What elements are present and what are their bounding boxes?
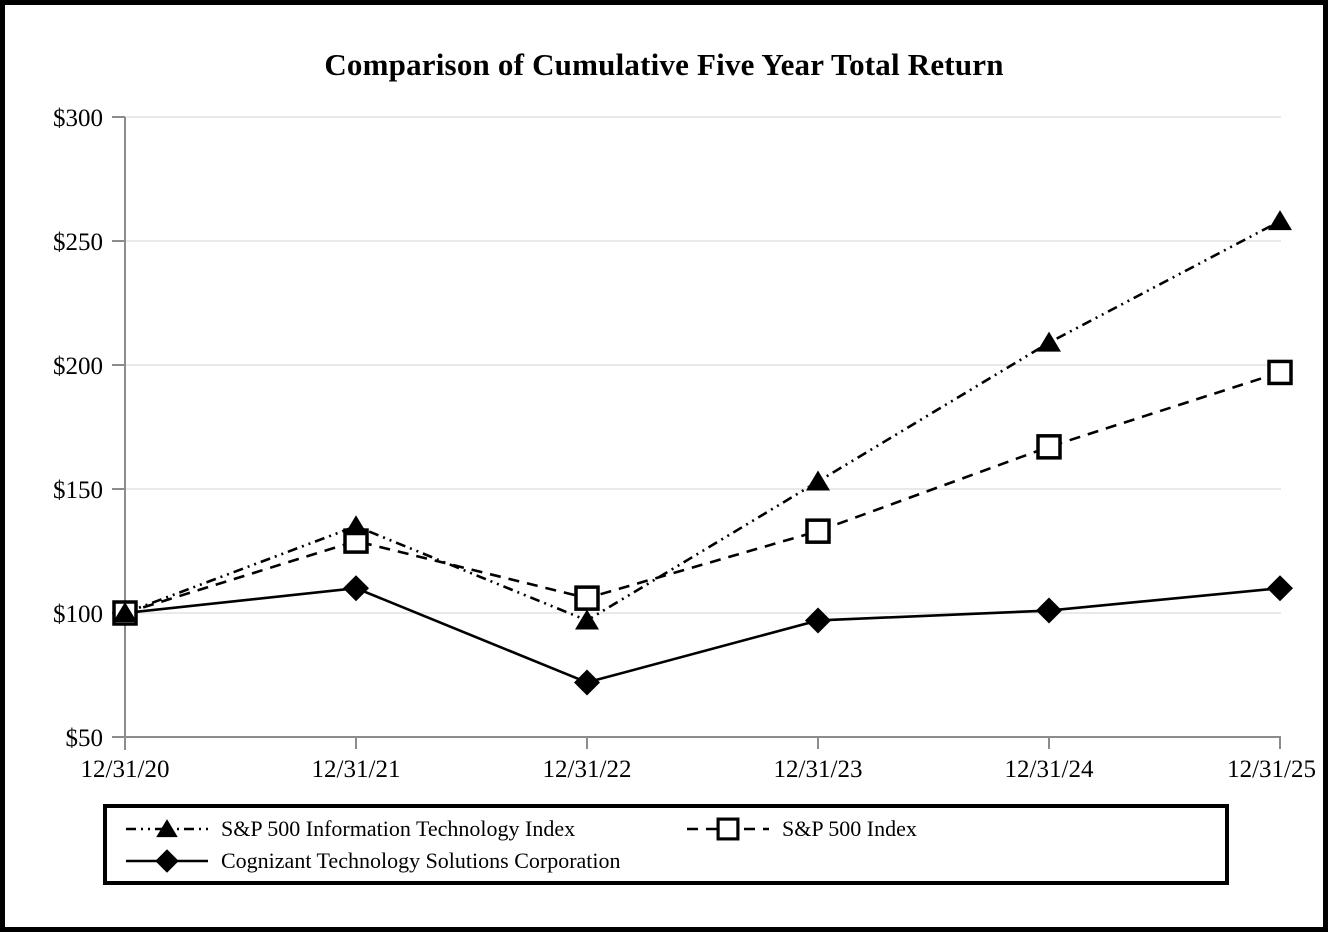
chart-legend: S&P 500 Information Technology Index S&P… <box>103 804 1229 885</box>
y-axis-label: $250 <box>53 229 103 256</box>
series-line-2 <box>124 586 1281 684</box>
legend-item-cognizant: Cognizant Technology Solutions Corporati… <box>124 849 621 873</box>
diamond-marker <box>574 669 600 696</box>
x-axis-label: 12/31/22 <box>543 756 632 783</box>
triangle-marker <box>156 819 178 838</box>
x-axis-label: 12/31/21 <box>312 756 401 783</box>
legend-label-cognizant: Cognizant Technology Solutions Corporati… <box>221 848 621 873</box>
legend-label-sp500-it-index: S&P 500 Information Technology Index <box>221 816 576 841</box>
diamond-marker <box>1267 575 1293 602</box>
series-line-0 <box>124 220 1281 622</box>
y-axis-label: $100 <box>53 601 103 628</box>
triangle-marker <box>1037 331 1061 352</box>
performance-line-chart: $50 $100 $150 $200 $250 $300 12/31/20 12/31/21 1… <box>53 105 1316 783</box>
legend-dashed-square-marker-icon <box>685 817 771 841</box>
legend-label-sp500-index: S&P 500 Index <box>782 816 917 841</box>
legend-solid-diamond-marker-icon <box>124 849 210 873</box>
legend-dashdot-triangle-marker-icon <box>124 817 210 841</box>
y-axis-label: $300 <box>53 105 103 132</box>
legend-item-sp500-index: S&P 500 Index <box>685 817 917 841</box>
series-line-1 <box>124 371 1281 615</box>
x-axis-label: 12/31/24 <box>1005 756 1094 783</box>
diamond-marker <box>1036 597 1062 624</box>
square-marker <box>1267 359 1293 386</box>
x-axis-label: 12/31/23 <box>774 756 863 783</box>
legend-item-sp500-it-index: S&P 500 Information Technology Index <box>124 817 575 841</box>
square-marker <box>805 518 831 544</box>
diamond-marker <box>805 607 831 634</box>
triangle-marker <box>1268 210 1292 231</box>
triangle-marker <box>575 609 599 630</box>
chart-title: Comparison of Cumulative Five Year Total… <box>324 47 1004 82</box>
y-axis-label: $200 <box>53 353 103 380</box>
square-marker <box>1036 434 1062 460</box>
x-axis-label: 12/31/25 <box>1227 756 1316 783</box>
y-axis-label: $150 <box>53 477 103 504</box>
triangle-marker <box>344 515 368 536</box>
diamond-marker <box>343 575 369 602</box>
triangle-marker <box>806 470 830 491</box>
square-marker <box>716 817 740 841</box>
x-axis-label: 12/31/20 <box>81 756 170 783</box>
diamond-marker <box>155 849 179 873</box>
y-axis-label: $50 <box>66 725 104 752</box>
triangle-marker <box>113 602 137 622</box>
square-marker <box>574 585 600 611</box>
